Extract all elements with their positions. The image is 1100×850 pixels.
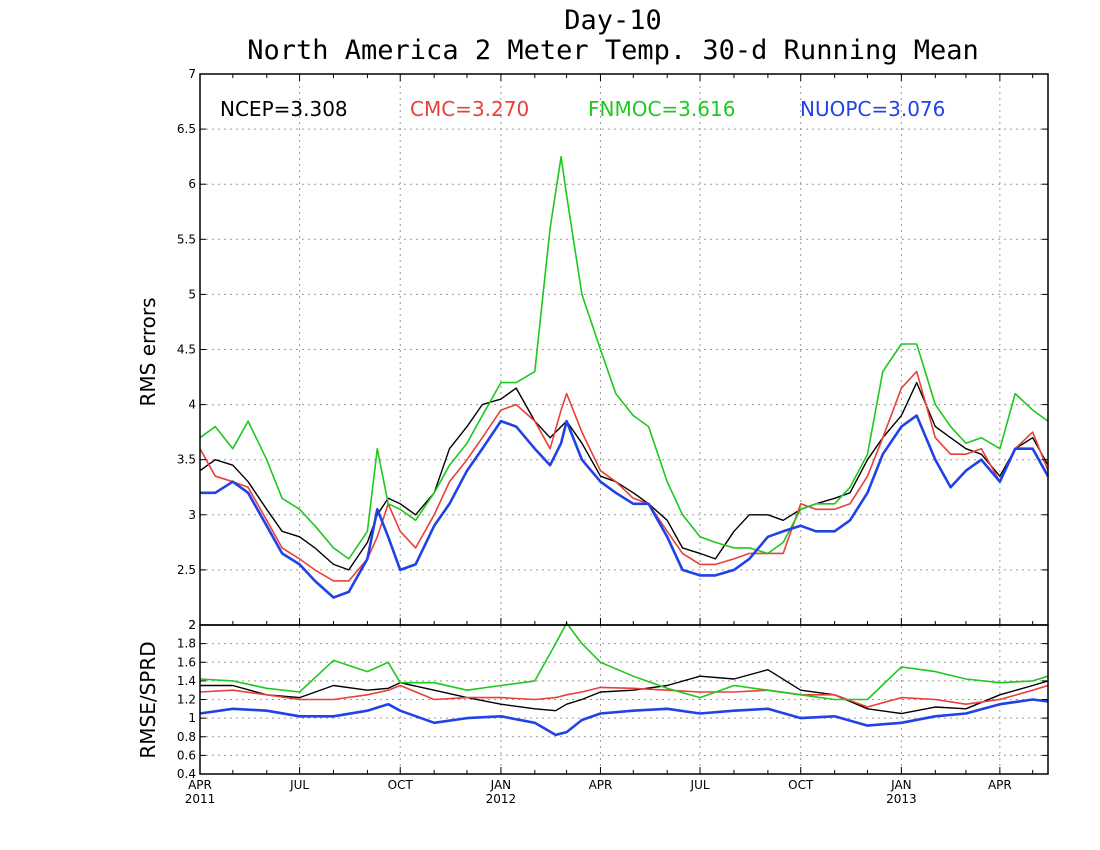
- x-tick-label: APR: [188, 778, 212, 792]
- bottom-y-tick-label: 1.4: [177, 674, 196, 688]
- x-tick-year-label: 2011: [185, 792, 216, 806]
- top-series-nuopc-line: [200, 414, 1050, 599]
- legend: NCEP=3.308 CMC=3.270 FNMOC=3.616 NUOPC=3…: [220, 97, 945, 121]
- top-y-tick-label: 4: [188, 398, 196, 412]
- top-panel-series: [199, 155, 1050, 599]
- x-tick-label: OCT: [388, 778, 414, 792]
- x-tick-year-label: 2013: [886, 792, 917, 806]
- bottom-series-nuopc-line: [199, 698, 1049, 737]
- x-tick-label: JUL: [690, 778, 710, 792]
- x-tick-label: APR: [589, 778, 613, 792]
- top-y-tick-label: 6.5: [177, 122, 196, 136]
- bottom-y-tick-label: 0.4: [177, 767, 196, 781]
- x-tick-label: JUL: [289, 778, 309, 792]
- bottom-y-tick-label: 0.6: [177, 748, 196, 762]
- top-series-fnmoc-line: [199, 155, 1049, 560]
- bottom-y-tick-label: 1.2: [177, 693, 196, 707]
- legend-nuopc: NUOPC=3.076: [800, 97, 945, 121]
- legend-fnmoc: FNMOC=3.616: [588, 97, 735, 121]
- chart-title: Day-10: [564, 5, 662, 36]
- bottom-panel-y-ticks: 0.4 0.6 0.8 1 1.2 1.4 1.6 1.8 2: [177, 618, 1048, 781]
- bottom-y-tick-label: 1.8: [177, 637, 196, 651]
- chart-subtitle: North America 2 Meter Temp. 30-d Running…: [247, 35, 979, 66]
- top-y-tick-label: 2.5: [177, 563, 196, 577]
- top-series-cmc-line: [199, 370, 1049, 582]
- x-tick-label: OCT: [788, 778, 814, 792]
- bottom-series-fnmoc-line: [199, 622, 1049, 701]
- top-panel-y-ticks: 2 2.5 3 3.5 4 4.5 5 5.5 6 6.5 7: [177, 67, 1048, 632]
- top-panel-gridlines: [199, 74, 1048, 774]
- x-tick-year-label: 2012: [486, 792, 517, 806]
- top-y-tick-label: 4.5: [177, 343, 196, 357]
- x-tick-label: JAN: [490, 778, 512, 792]
- bottom-y-tick-label: 0.8: [177, 730, 196, 744]
- top-y-tick-label: 3.5: [177, 453, 196, 467]
- bottom-y-axis-label: RMSE/SPRD: [136, 641, 160, 758]
- x-tick-label: APR: [988, 778, 1012, 792]
- bottom-series-cmc-line: [199, 684, 1049, 708]
- bottom-panel-series: [199, 622, 1049, 737]
- bottom-y-tick-label: 1: [188, 711, 196, 725]
- top-y-axis-label: RMS errors: [136, 297, 160, 406]
- top-y-tick-label: 5: [188, 287, 196, 301]
- top-y-tick-label: 6: [188, 177, 196, 191]
- top-series-ncep-line: [199, 381, 1049, 571]
- top-y-tick-label: 2: [188, 618, 196, 632]
- legend-cmc: CMC=3.270: [410, 97, 529, 121]
- top-y-tick-label: 5.5: [177, 232, 196, 246]
- legend-ncep: NCEP=3.308: [220, 97, 348, 121]
- bottom-series-ncep-line: [200, 669, 1049, 715]
- bottom-y-tick-label: 2: [188, 618, 196, 632]
- top-y-tick-label: 7: [188, 67, 196, 81]
- top-y-tick-label: 3: [188, 508, 196, 522]
- bottom-y-tick-label: 1.6: [177, 655, 196, 669]
- x-tick-label: JAN: [890, 778, 912, 792]
